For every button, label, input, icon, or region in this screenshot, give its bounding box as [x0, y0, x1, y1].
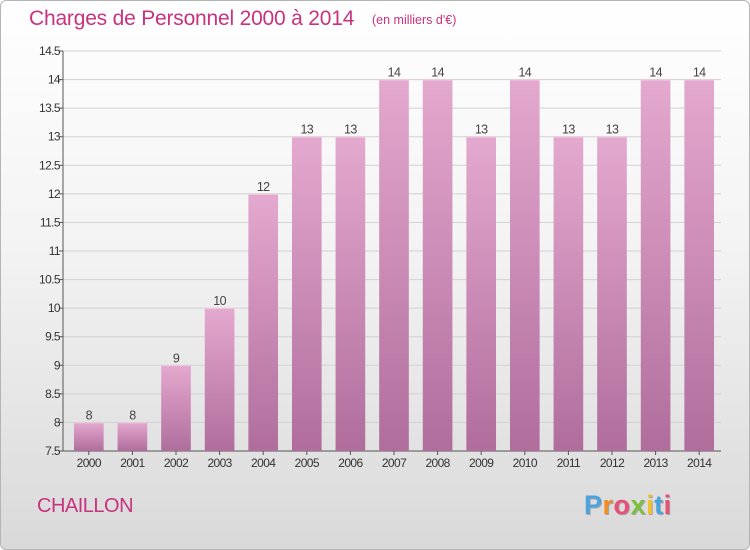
bar [204, 308, 235, 451]
x-tick-label: 2007 [382, 456, 407, 470]
bar-value-label: 14 [693, 66, 706, 80]
y-tick-label: 12.5 [39, 158, 61, 172]
logo-letter: t [654, 490, 664, 520]
bar-value-label: 8 [129, 408, 136, 422]
logo-letter: r [602, 490, 614, 520]
logo-letter: o [613, 490, 631, 520]
bar-value-label: 13 [562, 123, 575, 137]
bar-value-label: 8 [86, 408, 93, 422]
x-tick-label: 2010 [513, 456, 538, 470]
y-tick-label: 11 [49, 244, 61, 258]
y-tick-label: 8 [54, 415, 61, 429]
bar [553, 136, 584, 451]
bar [684, 79, 715, 452]
bars [73, 79, 715, 452]
x-tick-label: 2009 [469, 456, 494, 470]
bar-value-label: 14 [518, 66, 531, 80]
y-tick-label: 13.5 [39, 101, 61, 115]
bar-value-label: 14 [649, 66, 662, 80]
bar-value-label: 13 [475, 123, 488, 137]
x-tick-label: 2005 [295, 456, 320, 470]
bar [161, 365, 191, 451]
chart-subtitle: (en milliers d'€) [372, 13, 457, 27]
bar [379, 79, 409, 452]
y-tick-label: 12 [48, 187, 61, 201]
bar-value-label: 13 [606, 123, 619, 137]
commune-name: CHAILLON [37, 495, 134, 517]
x-tick-label: 2000 [77, 456, 102, 470]
x-tick-label: 2004 [251, 456, 276, 470]
bar-value-label: 13 [300, 123, 313, 137]
x-tick-label: 2011 [557, 456, 581, 470]
bar [248, 193, 279, 451]
bar-value-label: 10 [213, 294, 226, 308]
y-tick-label: 11.5 [40, 215, 61, 229]
x-tick-label: 2003 [207, 456, 232, 470]
y-tick-label: 9.5 [45, 330, 61, 344]
bar-value-label: 9 [173, 351, 180, 365]
y-tick-label: 7.5 [45, 444, 61, 458]
x-tick-label: 2012 [600, 456, 625, 470]
bar-value-label: 14 [388, 66, 401, 80]
bar [422, 79, 453, 452]
bar [117, 422, 148, 451]
bar-value-label: 14 [431, 66, 444, 80]
y-tick-label: 10 [48, 301, 61, 315]
bar-value-label: 12 [257, 180, 270, 194]
logo-letter: P [584, 490, 603, 520]
bar-value-label: 13 [344, 123, 357, 137]
x-tick-label: 2006 [338, 456, 363, 470]
x-tick-label: 2001 [120, 456, 145, 470]
logo-letter: i [646, 490, 655, 520]
logo-letter: i [663, 490, 672, 520]
x-tick-label: 2008 [425, 456, 450, 470]
bar [597, 136, 627, 451]
bar [509, 79, 540, 452]
bar [335, 136, 366, 451]
y-tick-label: 9 [54, 358, 61, 372]
y-tick-label: 10.5 [39, 273, 61, 287]
bar [466, 136, 497, 451]
bar [73, 422, 104, 451]
proxiti-logo: Proxiti [584, 490, 672, 521]
bar [291, 136, 322, 451]
labels: 7.5 8 8.5 9 9.5 10 10.5 11 11.5 12 12.5 13 13.5 14 14.… [39, 44, 713, 470]
y-tick-label: 13 [48, 130, 61, 144]
bar [640, 79, 671, 452]
y-tick-label: 14 [48, 73, 61, 87]
y-tick-label: 14.5 [39, 44, 61, 58]
y-tick-label: 8.5 [45, 387, 61, 401]
chart-title: Charges de Personnel 2000 à 2014 [29, 7, 355, 30]
x-tick-label: 2013 [643, 456, 668, 470]
logo-letter: x [630, 490, 647, 520]
x-tick-label: 2002 [164, 456, 189, 470]
x-tick-label: 2014 [687, 456, 712, 470]
